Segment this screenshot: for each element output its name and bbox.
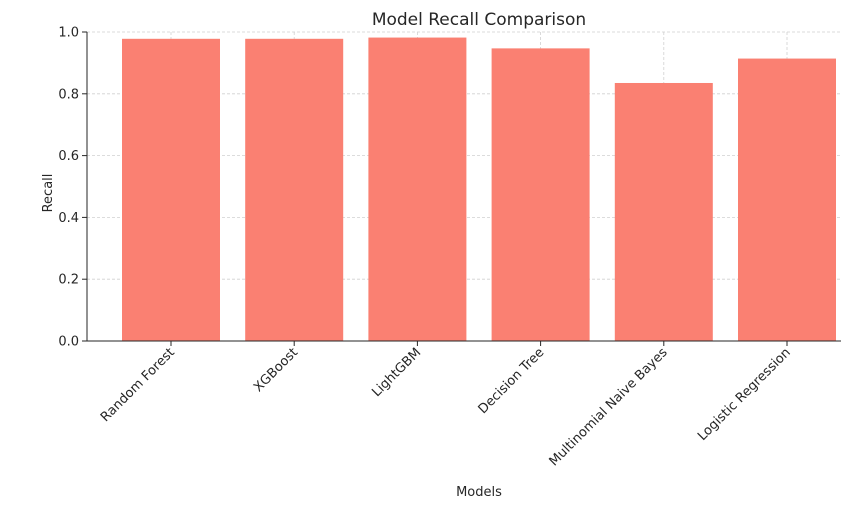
bar: [245, 38, 344, 341]
bars: [122, 37, 836, 342]
x-tick-label: Multinomial Naive Bayes: [547, 345, 671, 469]
y-tick-label: 0.0: [58, 335, 79, 350]
x-tick-label: LightGBM: [369, 345, 424, 400]
x-tick-label: Random Forest: [98, 345, 178, 425]
bar: [122, 38, 220, 341]
chart-title: Model Recall Comparison: [372, 10, 586, 30]
y-tick-label: 0.8: [58, 87, 79, 102]
y-tick-label: 1.0: [58, 26, 79, 41]
y-axis-title: Recall: [41, 174, 56, 213]
bar: [491, 48, 590, 341]
y-tick-label: 0.6: [58, 149, 79, 164]
y-ticks: 0.0 0.2 0.4 0.6 0.8 1.0: [58, 26, 87, 350]
axes: [86, 32, 841, 342]
x-tick-label: Decision Tree: [476, 345, 548, 417]
bar: [368, 37, 467, 341]
x-tick-label: XGBoost: [251, 345, 301, 395]
y-tick-label: 0.2: [58, 273, 79, 288]
x-tick-label: Logistic Regression: [695, 345, 794, 444]
y-tick-label: 0.4: [58, 211, 79, 226]
x-ticks: Random Forest XGBoost LightGBM Decision Tre…: [98, 341, 794, 469]
x-axis-title: Models: [456, 485, 502, 500]
bar: [738, 58, 836, 341]
bar: [614, 82, 713, 342]
